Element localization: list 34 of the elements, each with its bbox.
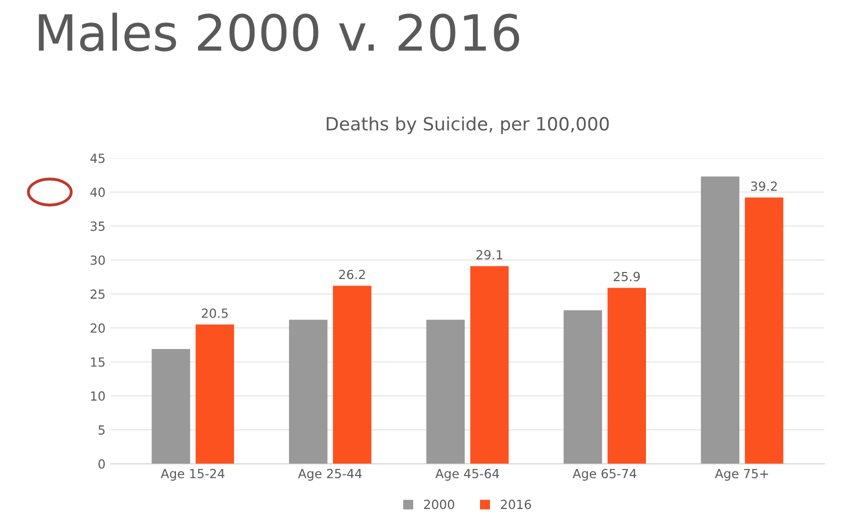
data-label: 39.2	[751, 181, 777, 191]
chart-subtitle: Deaths by Suicide, per 100,000	[326, 116, 609, 134]
y-tick-label: 40	[90, 188, 105, 197]
y-tick-label: 35	[90, 221, 105, 231]
x-tick-label: Age 15-24	[160, 468, 224, 481]
bar	[332, 286, 372, 464]
y-tick-label: 0	[98, 459, 105, 469]
data-label: 20.5	[202, 308, 228, 318]
bar	[470, 266, 509, 464]
x-tick-label: Age 45-64	[435, 468, 500, 481]
y-tick-label: 45	[90, 154, 105, 164]
bar	[744, 197, 784, 464]
x-tick-label: Age 75+	[714, 469, 768, 481]
x-tick-label: Age 65-74	[572, 468, 636, 481]
y-tick-label: 5	[98, 425, 105, 435]
legend-label: 2016	[500, 500, 532, 510]
data-label: 29.1	[476, 250, 502, 260]
bar	[289, 320, 328, 464]
bar	[608, 288, 646, 464]
y-tick-label: 20	[90, 323, 105, 333]
y-tick-label: 15	[91, 358, 105, 367]
y-tick-label: 25	[90, 289, 105, 299]
data-label: 26.2	[339, 270, 365, 280]
bar	[196, 324, 234, 464]
data-label: 25.9	[614, 272, 640, 282]
bar	[564, 310, 602, 464]
chart-title: Males 2000 v. 2016	[38, 12, 520, 52]
bar	[700, 176, 740, 464]
bar	[152, 348, 190, 464]
y-tick-label: 10	[91, 391, 105, 401]
bar	[426, 320, 465, 464]
x-tick-label: Age 25-44	[298, 468, 362, 481]
legend-label: 2000	[424, 500, 454, 510]
y-tick-label: 30	[90, 255, 105, 265]
